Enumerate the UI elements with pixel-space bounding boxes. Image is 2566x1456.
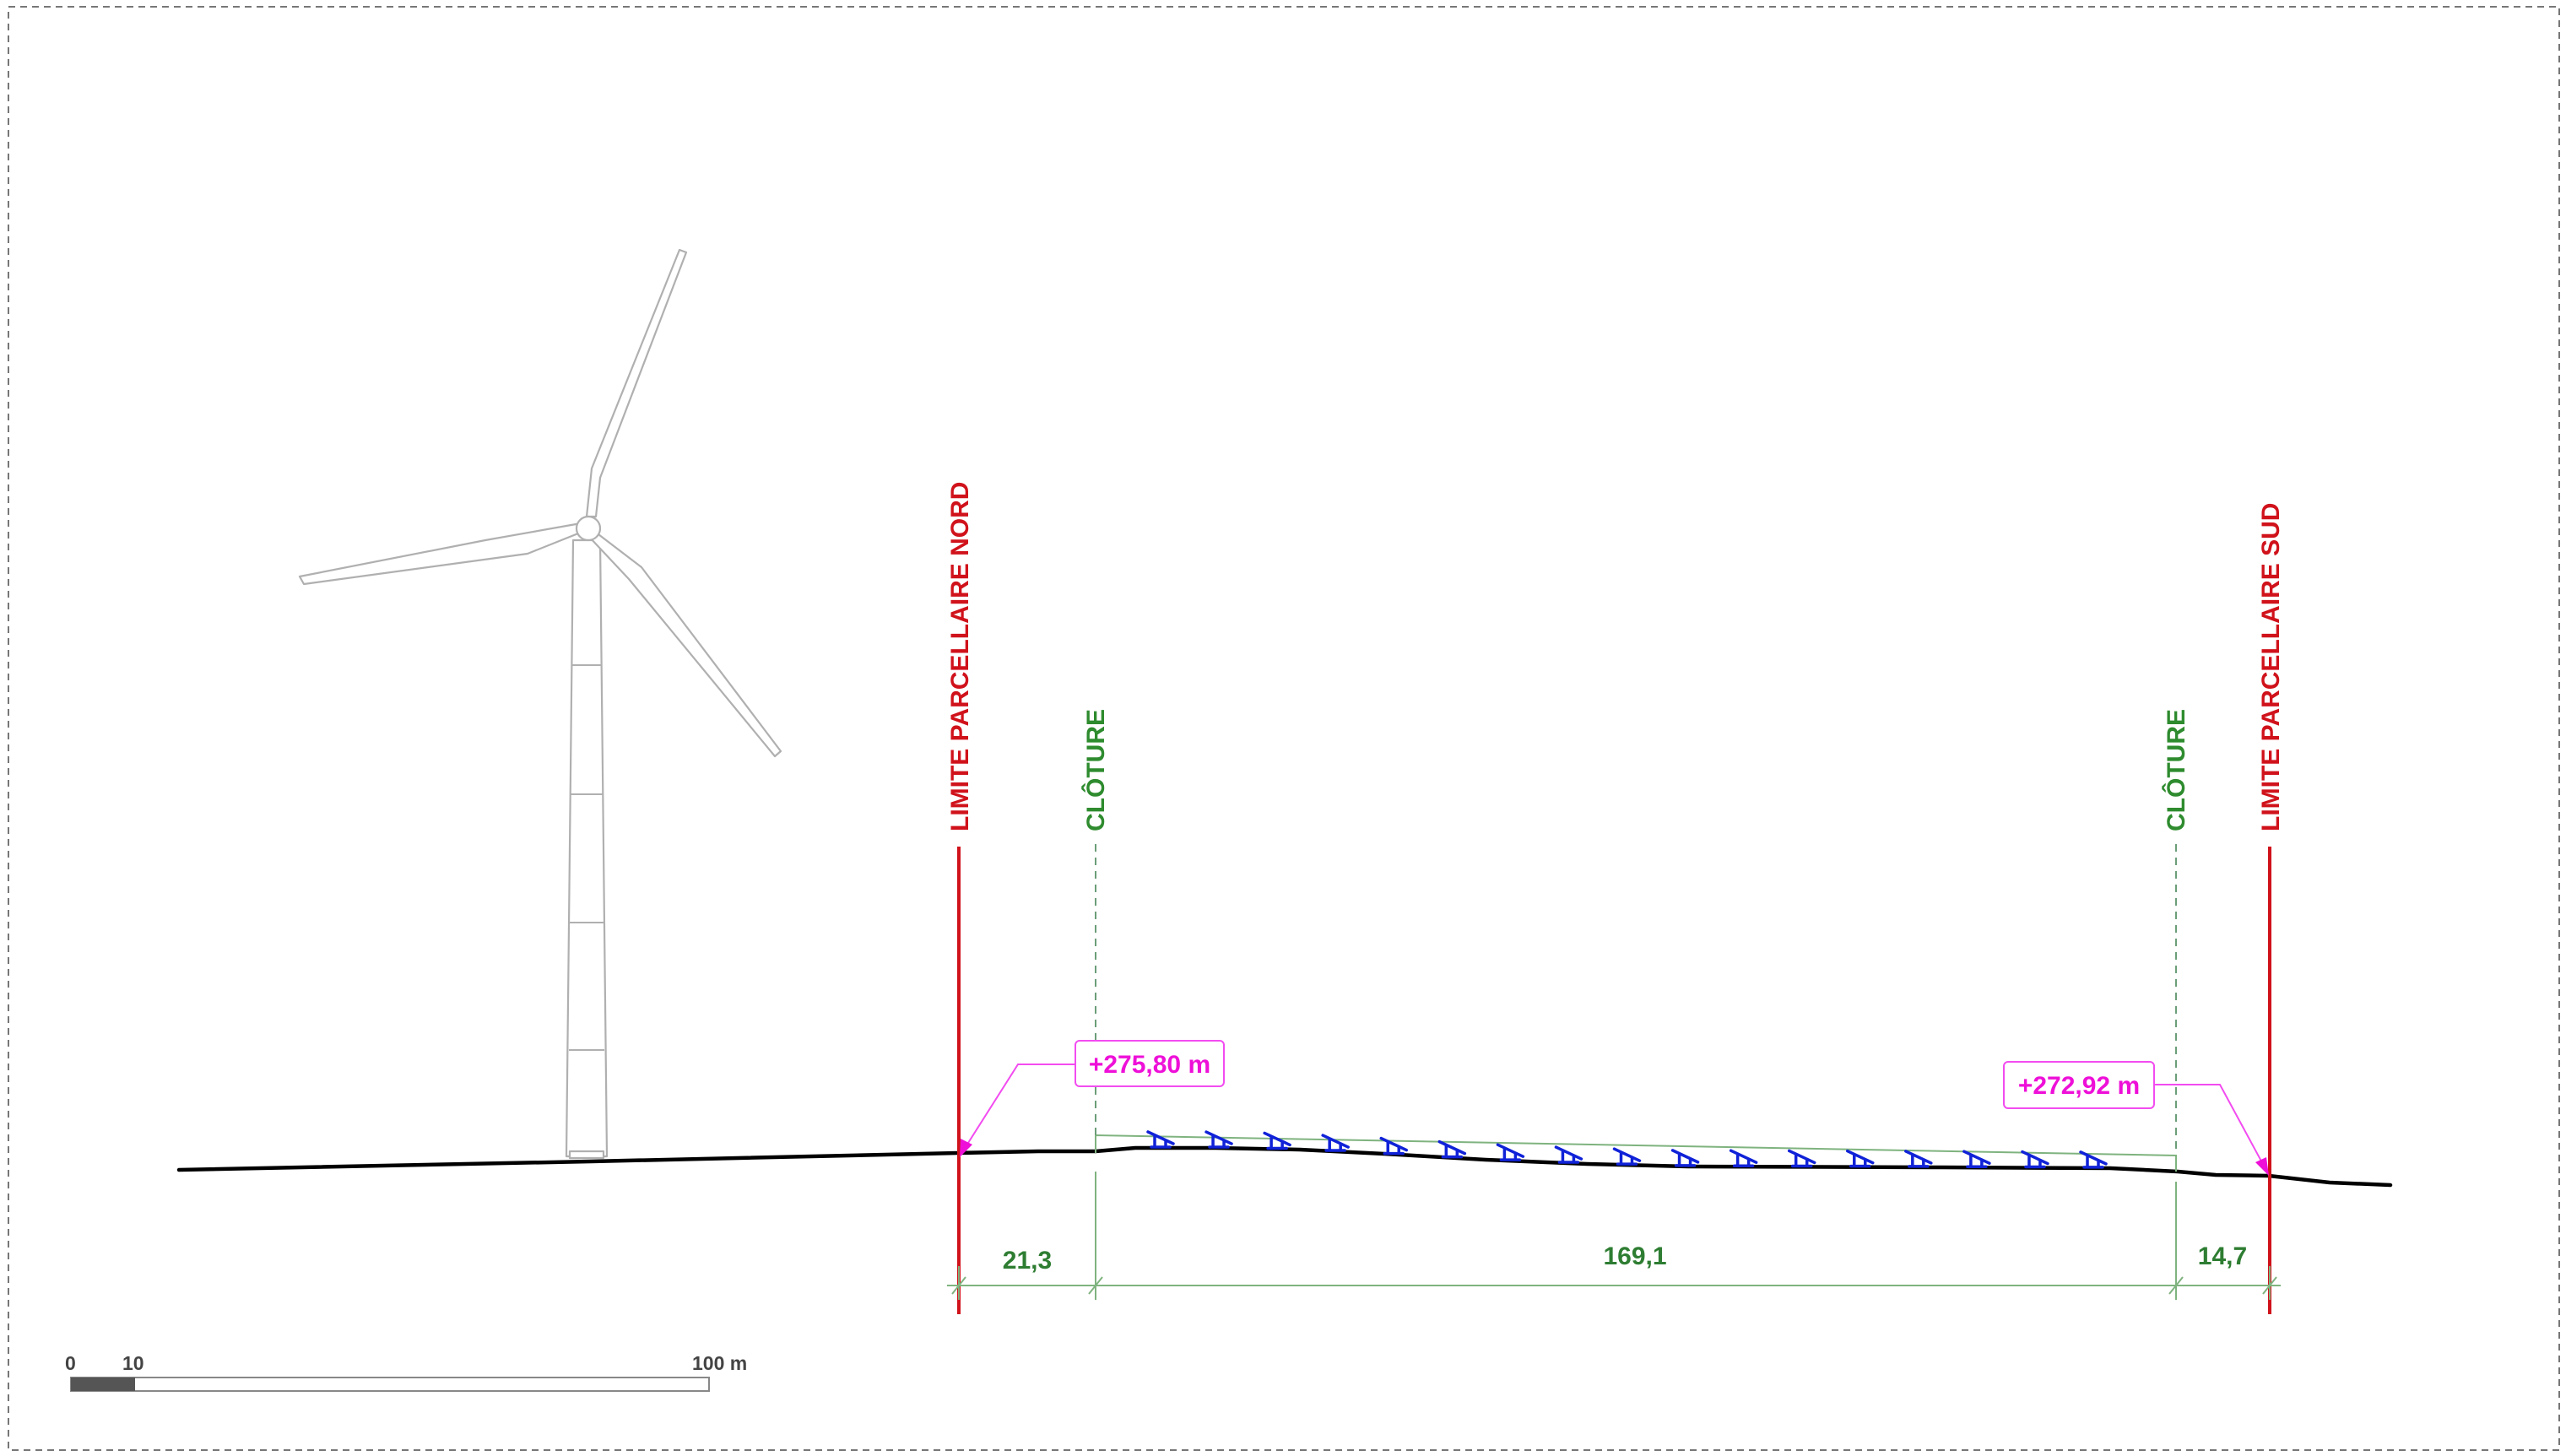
limit-label-south: LIMITE PARCELLAIRE SUD [2257,503,2285,831]
wind-turbine-icon [298,248,782,1160]
scale-label-10: 10 [122,1352,144,1374]
dimension-north-setback: 21,3 [1003,1247,1052,1275]
turbine-hub [575,515,602,542]
solar-panel-table [1496,1143,1525,1161]
solar-panel-table [1904,1150,1933,1168]
solar-panel-table [1612,1147,1642,1166]
solar-panel-table [1321,1134,1350,1152]
solar-panel-zone [1095,1130,2177,1172]
scale-label-0: 0 [65,1352,76,1374]
solar-panel-table [1146,1130,1175,1149]
solar-panel-table [1846,1149,1875,1168]
fence-label-left: CLÔTURE [1081,709,1110,831]
solar-panel-table [1670,1149,1700,1167]
dimension-south-setback: 14,7 [2198,1242,2247,1270]
solar-panel-table [1379,1136,1408,1156]
solar-panel-rows [1146,1130,2108,1169]
scale-label-100: 100 m [692,1352,747,1374]
elevation-label-south: +272,92 m [2018,1072,2140,1100]
scale-bar: 0 10 100 m [65,1352,747,1392]
solar-panel-table [1263,1131,1291,1150]
turbine-tower [565,539,609,1158]
fence-label-right: CLÔTURE [2162,709,2190,831]
dimension-panel-zone: 169,1 [1603,1242,1666,1270]
turbine-blade-left [298,522,584,586]
elevation-marker-north: +275,80 m [960,1040,1225,1157]
solar-panel-table [1787,1149,1816,1168]
ground-profile [176,1145,2393,1188]
solar-panel-table [1437,1139,1467,1159]
dimension-chain: 21,3 169,1 14,7 [947,1172,2281,1300]
solar-panel-table [2079,1150,2108,1169]
turbine-blade-upper [585,248,688,518]
panel-zone-outline [1095,1134,2177,1172]
solar-panel-table [1729,1149,1758,1167]
scale-segment-dark [71,1378,135,1391]
elevation-label-north: +275,80 m [1089,1051,1210,1079]
solar-panel-table [1205,1130,1233,1149]
solar-panel-table [1554,1145,1583,1164]
turbine-blade-right [587,530,782,758]
solar-panel-table [2021,1150,2049,1169]
elevation-marker-south: +272,92 m [2003,1061,2269,1176]
limit-label-north: LIMITE PARCELLAIRE NORD [946,482,974,831]
solar-panel-table [1962,1150,1991,1168]
